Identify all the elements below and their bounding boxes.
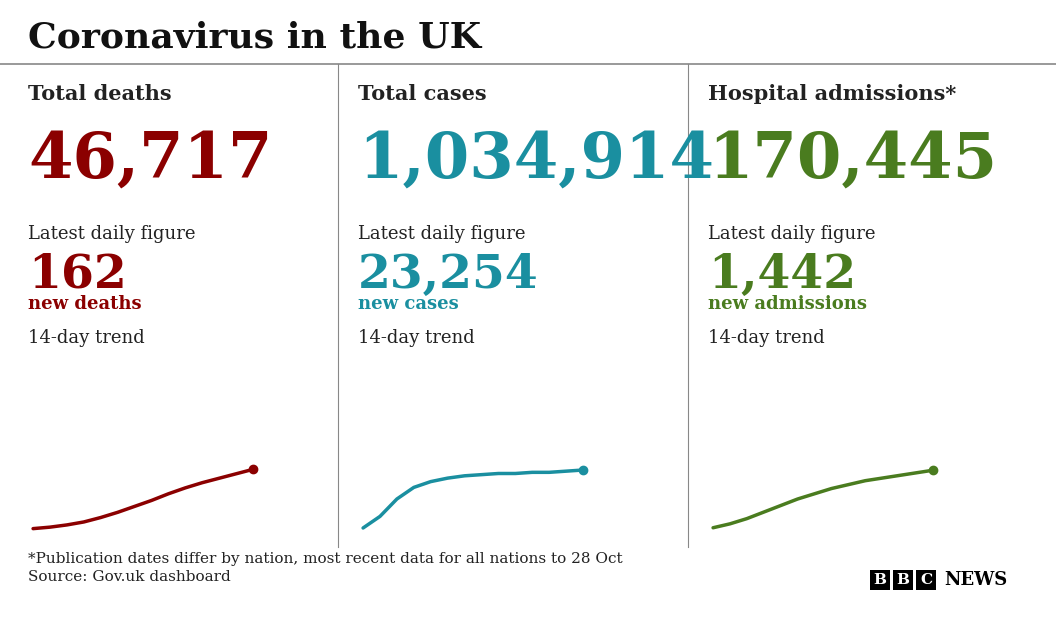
Text: Latest daily figure: Latest daily figure [29, 225, 195, 243]
Text: NEWS: NEWS [944, 571, 1007, 589]
Text: Latest daily figure: Latest daily figure [358, 225, 526, 243]
Text: 14-day trend: 14-day trend [29, 329, 145, 347]
FancyBboxPatch shape [893, 570, 913, 590]
FancyBboxPatch shape [870, 570, 890, 590]
Text: 1,034,914: 1,034,914 [358, 130, 714, 191]
Text: 162: 162 [29, 252, 127, 298]
Text: Total deaths: Total deaths [29, 84, 172, 104]
Text: B: B [873, 573, 886, 587]
Text: 23,254: 23,254 [358, 252, 539, 298]
Text: 46,717: 46,717 [29, 130, 272, 191]
Text: Source: Gov.uk dashboard: Source: Gov.uk dashboard [29, 570, 231, 584]
Text: new deaths: new deaths [29, 295, 142, 313]
Text: new cases: new cases [358, 295, 458, 313]
FancyBboxPatch shape [916, 570, 936, 590]
Text: B: B [897, 573, 909, 587]
Text: C: C [920, 573, 932, 587]
Text: 170,445: 170,445 [708, 130, 997, 191]
Text: *Publication dates differ by nation, most recent data for all nations to 28 Oct: *Publication dates differ by nation, mos… [29, 552, 623, 566]
Text: 14-day trend: 14-day trend [708, 329, 825, 347]
Text: Latest daily figure: Latest daily figure [708, 225, 875, 243]
Text: Coronavirus in the UK: Coronavirus in the UK [29, 20, 482, 54]
Text: 1,442: 1,442 [708, 252, 856, 298]
Text: 14-day trend: 14-day trend [358, 329, 475, 347]
Text: Hospital admissions*: Hospital admissions* [708, 84, 957, 104]
Text: new admissions: new admissions [708, 295, 867, 313]
Text: Total cases: Total cases [358, 84, 487, 104]
